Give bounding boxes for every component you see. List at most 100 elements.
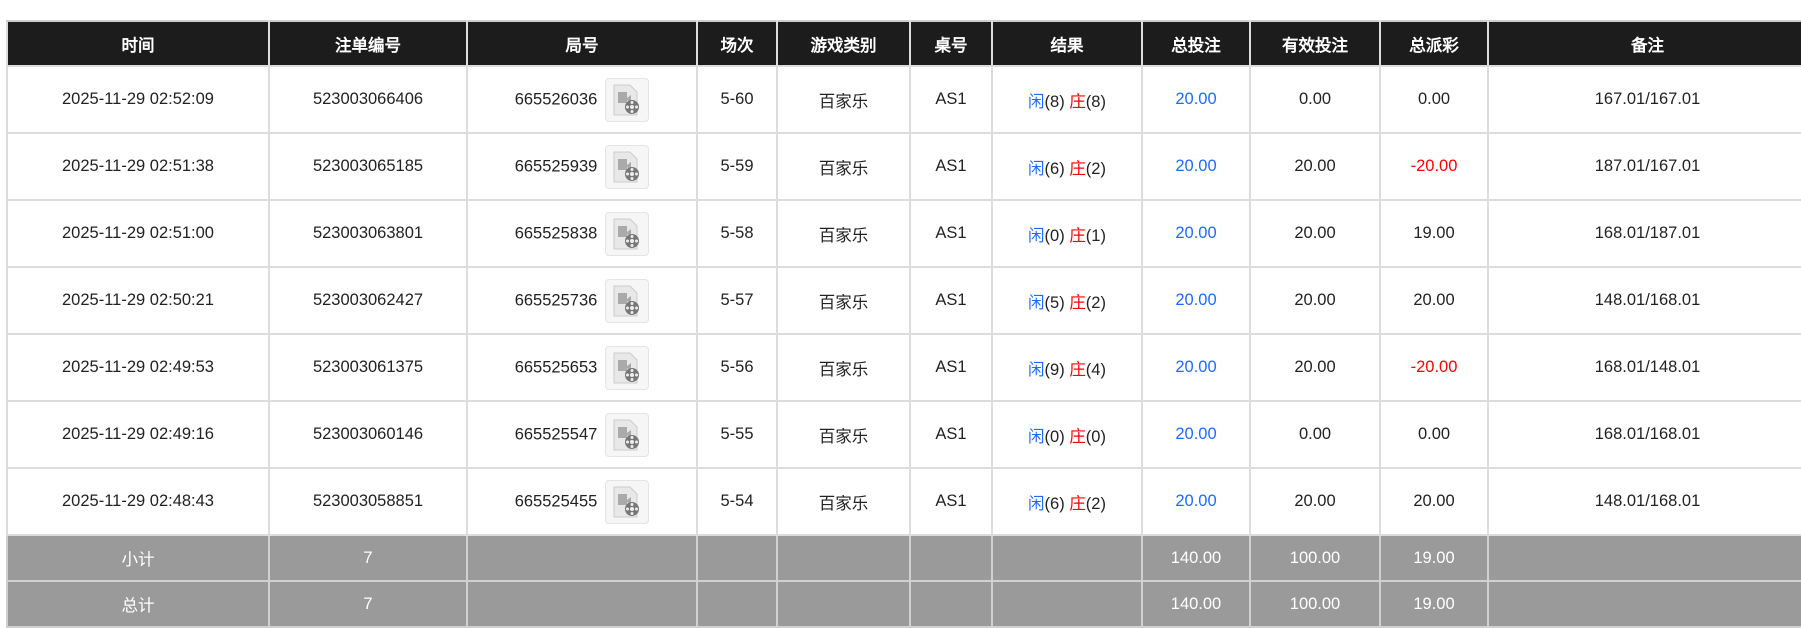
table-number: AS1 — [909, 266, 993, 335]
game-type: 百家乐 — [776, 266, 911, 335]
result: 闲(6) 庄(2) — [991, 132, 1143, 201]
summary-label: 总计 — [6, 580, 270, 628]
payout: 20.00 — [1379, 266, 1489, 335]
table-number: AS1 — [909, 333, 993, 402]
round-number: 665525939 — [514, 156, 598, 175]
player-score: (0) — [1044, 427, 1065, 446]
replay-button[interactable] — [605, 77, 650, 122]
banker-label: 庄 — [1069, 159, 1086, 178]
banker-score: (2) — [1085, 293, 1106, 312]
game-type: 百家乐 — [776, 199, 911, 268]
round-cell: 665525547 — [466, 400, 698, 469]
bet-id: 523003060146 — [268, 400, 468, 469]
summary-payout: 19.00 — [1379, 534, 1489, 582]
game-type: 百家乐 — [776, 65, 911, 134]
total-bet: 20.00 — [1141, 132, 1251, 201]
banker-label: 庄 — [1069, 427, 1086, 446]
summary-total-bet: 140.00 — [1141, 534, 1251, 582]
shoe: 5-58 — [696, 199, 778, 268]
player-score: (5) — [1044, 293, 1065, 312]
round-cell: 665525455 — [466, 467, 698, 536]
table-row: 2025-11-29 02:49:53 523003061375 6655256… — [6, 333, 1801, 402]
total-bet: 20.00 — [1141, 467, 1251, 536]
bet-id: 523003062427 — [268, 266, 468, 335]
player-score: (0) — [1044, 226, 1065, 245]
round-number: 665525838 — [514, 223, 598, 242]
bet-time: 2025-11-29 02:49:16 — [6, 400, 270, 469]
bet-time: 2025-11-29 02:51:38 — [6, 132, 270, 201]
column-header: 注单编号 — [268, 20, 468, 67]
summary-valid-bet: 100.00 — [1249, 534, 1381, 582]
result: 闲(6) 庄(2) — [991, 467, 1143, 536]
game-type: 百家乐 — [776, 132, 911, 201]
total-bet: 20.00 — [1141, 333, 1251, 402]
round-number: 665525455 — [514, 491, 598, 510]
valid-bet: 20.00 — [1249, 199, 1381, 268]
payout: 0.00 — [1379, 400, 1489, 469]
player-label: 闲 — [1028, 293, 1045, 312]
round-cell: 665525736 — [466, 266, 698, 335]
round-number: 665525653 — [514, 357, 598, 376]
player-label: 闲 — [1028, 360, 1045, 379]
bet-id: 523003063801 — [268, 199, 468, 268]
valid-bet: 20.00 — [1249, 266, 1381, 335]
round-cell: 665525939 — [466, 132, 698, 201]
banker-score: (1) — [1085, 226, 1106, 245]
table-row: 2025-11-29 02:51:38 523003065185 6655259… — [6, 132, 1801, 201]
player-label: 闲 — [1028, 159, 1045, 178]
player-label: 闲 — [1028, 226, 1045, 245]
player-score: (6) — [1044, 494, 1065, 513]
round-cell: 665525653 — [466, 333, 698, 402]
round-number: 665525736 — [514, 290, 598, 309]
column-header: 游戏类别 — [776, 20, 911, 67]
remark: 148.01/168.01 — [1487, 266, 1801, 335]
banker-score: (8) — [1085, 92, 1106, 111]
round-number: 665526036 — [514, 89, 598, 108]
replay-button[interactable] — [605, 144, 650, 189]
remark: 168.01/148.01 — [1487, 333, 1801, 402]
game-type: 百家乐 — [776, 333, 911, 402]
bet-time: 2025-11-29 02:50:21 — [6, 266, 270, 335]
bet-records-table: 时间 注单编号 局号 场次 游戏类别 桌号 结果 总投注 有效投注 总派彩 备注 2025-11-2… — [6, 20, 1801, 628]
result: 闲(0) 庄(1) — [991, 199, 1143, 268]
table-header: 时间 注单编号 局号 场次 游戏类别 桌号 结果 总投注 有效投注 总派彩 备注 — [6, 20, 1801, 67]
player-score: (6) — [1044, 159, 1065, 178]
replay-button[interactable] — [605, 412, 650, 457]
banker-label: 庄 — [1069, 293, 1086, 312]
table-row: 2025-11-29 02:48:43 523003058851 6655254… — [6, 467, 1801, 536]
payout: 19.00 — [1379, 199, 1489, 268]
banker-label: 庄 — [1069, 92, 1086, 111]
shoe: 5-57 — [696, 266, 778, 335]
remark: 148.01/168.01 — [1487, 467, 1801, 536]
summary-count: 7 — [268, 534, 468, 582]
summary-valid-bet: 100.00 — [1249, 580, 1381, 628]
replay-button[interactable] — [605, 278, 650, 323]
banker-score: (2) — [1085, 159, 1106, 178]
replay-button[interactable] — [605, 479, 650, 524]
player-label: 闲 — [1028, 494, 1045, 513]
total-bet: 20.00 — [1141, 199, 1251, 268]
table-number: AS1 — [909, 400, 993, 469]
round-number: 665525547 — [514, 424, 598, 443]
summary-count: 7 — [268, 580, 468, 628]
player-score: (8) — [1044, 92, 1065, 111]
remark: 168.01/168.01 — [1487, 400, 1801, 469]
column-header: 有效投注 — [1249, 20, 1381, 67]
payout: 0.00 — [1379, 65, 1489, 134]
replay-button[interactable] — [605, 345, 650, 390]
summary-row: 小计 7 140.00 100.00 19.00 — [6, 534, 1801, 582]
banker-score: (2) — [1085, 494, 1106, 513]
remark: 168.01/187.01 — [1487, 199, 1801, 268]
round-cell: 665525838 — [466, 199, 698, 268]
replay-button[interactable] — [605, 211, 650, 256]
remark: 187.01/167.01 — [1487, 132, 1801, 201]
valid-bet: 20.00 — [1249, 333, 1381, 402]
column-header: 桌号 — [909, 20, 993, 67]
shoe: 5-60 — [696, 65, 778, 134]
shoe: 5-55 — [696, 400, 778, 469]
game-type: 百家乐 — [776, 467, 911, 536]
bet-id: 523003058851 — [268, 467, 468, 536]
result: 闲(9) 庄(4) — [991, 333, 1143, 402]
column-header: 局号 — [466, 20, 698, 67]
table-row: 2025-11-29 02:52:09 523003066406 6655260… — [6, 65, 1801, 134]
